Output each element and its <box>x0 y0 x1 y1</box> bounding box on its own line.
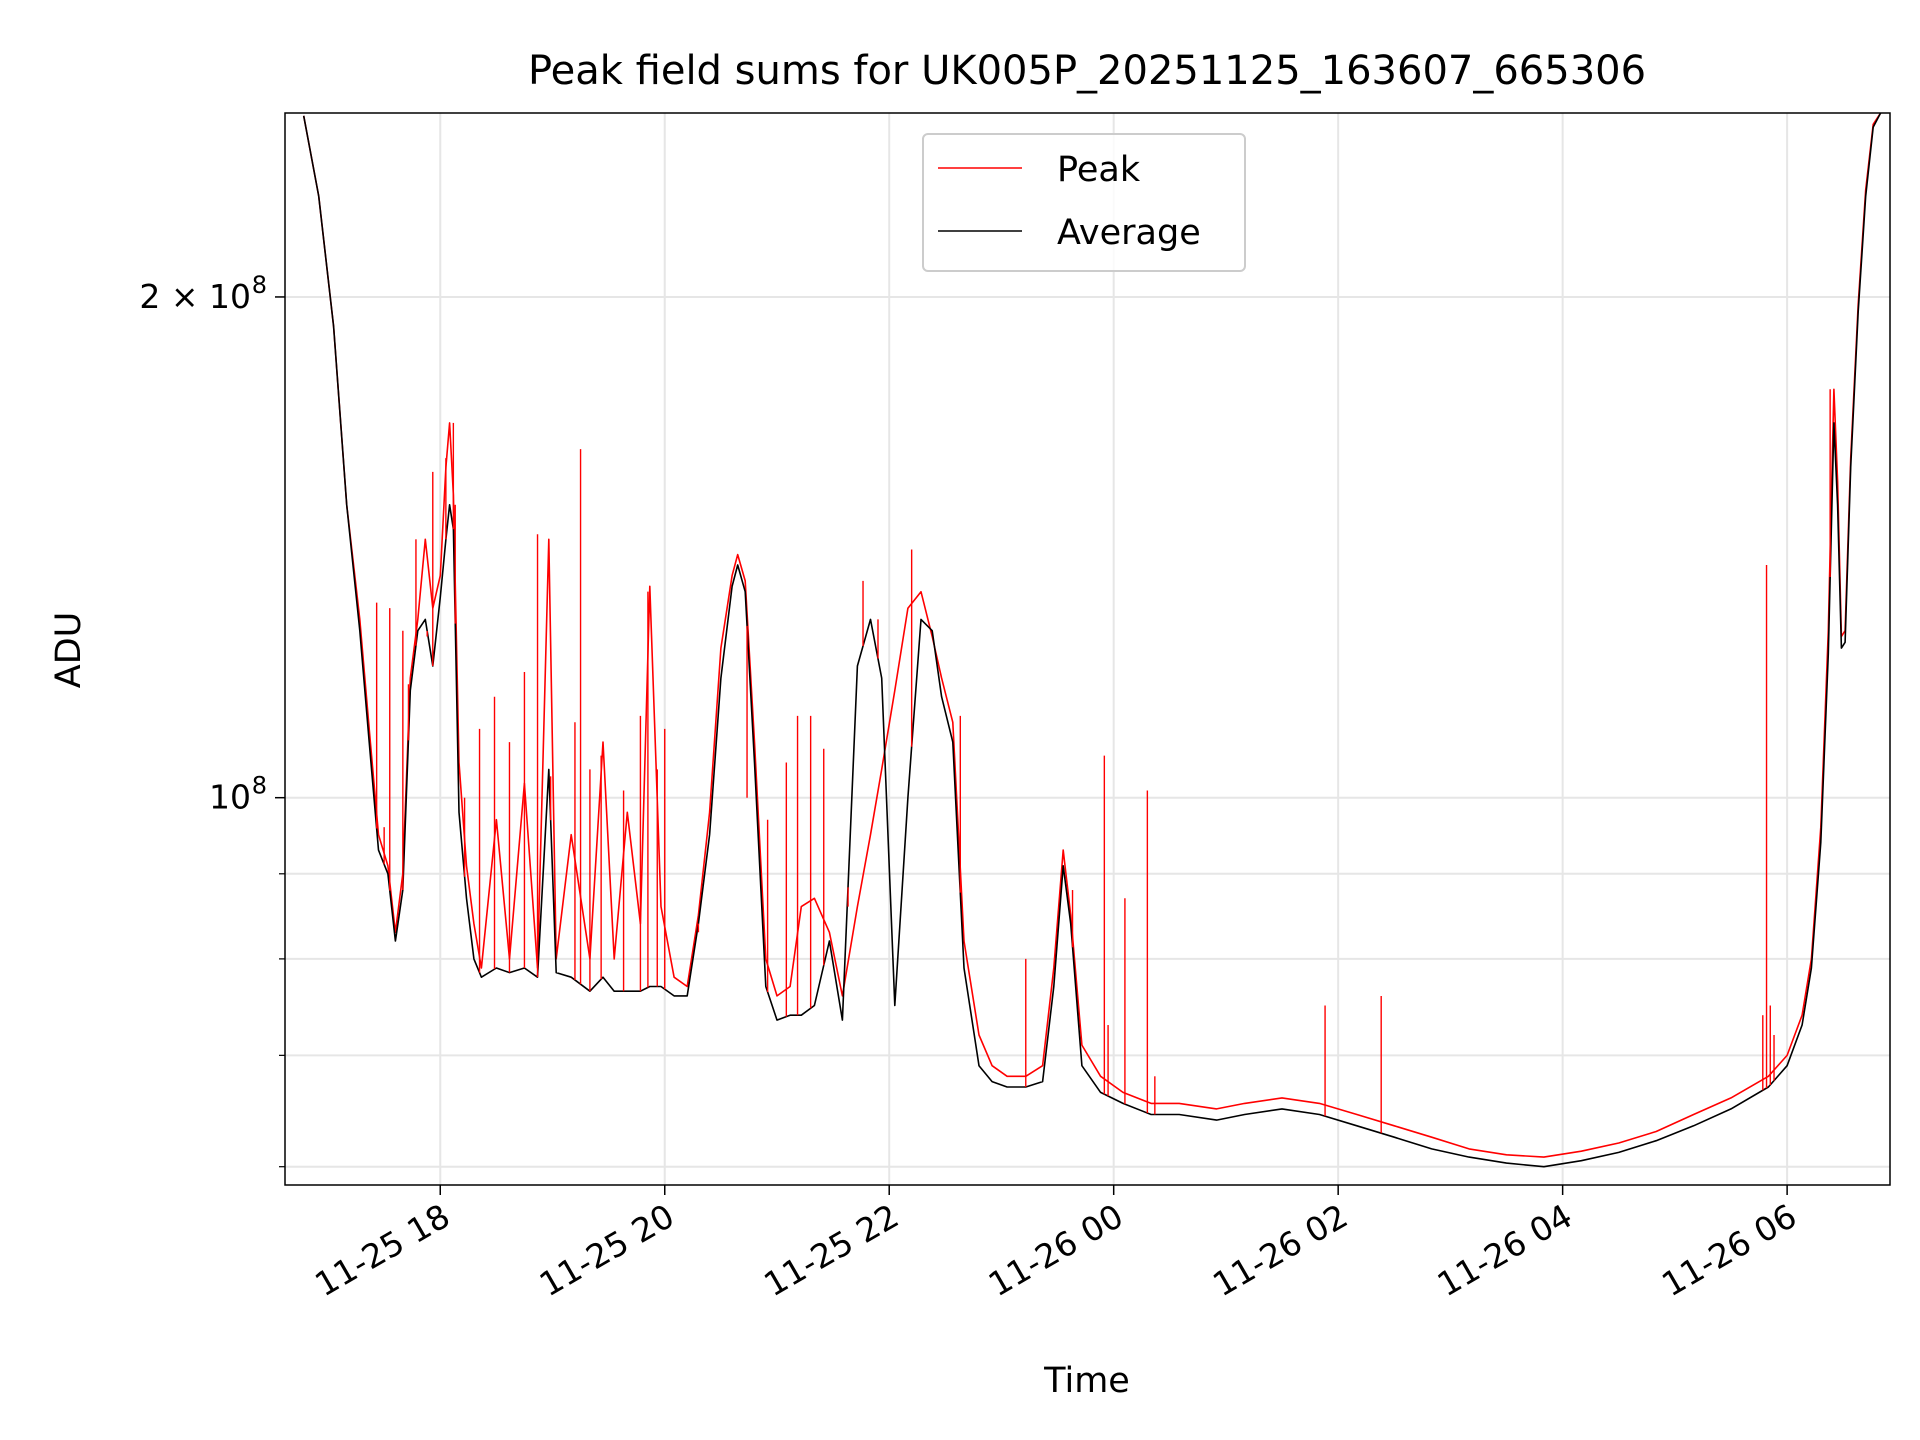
y-tick-label: 82 × 10 <box>139 271 267 316</box>
legend: Peak Average <box>922 133 1246 272</box>
x-axis-label: Time <box>1043 1361 1130 1401</box>
y-axis-label: ADU <box>49 612 89 689</box>
plot-lines <box>302 113 1882 1168</box>
y-tick-label-base: 10 <box>209 778 251 817</box>
legend-label-average: Average <box>1057 213 1201 253</box>
y-tick-label-exponent: 8 <box>252 271 267 299</box>
y-tick-label: 810 <box>209 772 267 817</box>
y-tick-label-base: 2 × 10 <box>139 277 251 316</box>
series-line-average <box>302 113 1882 1168</box>
plot-frame <box>284 112 1891 1186</box>
y-tick-label-exponent: 8 <box>252 772 267 800</box>
chart-title: Peak field sums for UK005P_20251125_1636… <box>528 48 1646 94</box>
legend-label-peak: Peak <box>1057 150 1141 190</box>
